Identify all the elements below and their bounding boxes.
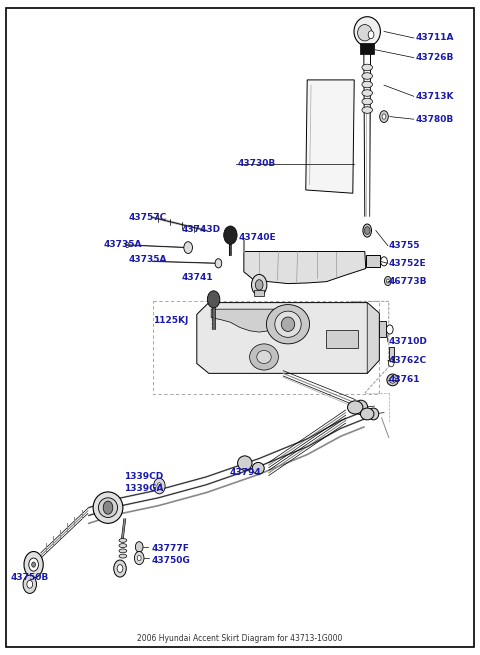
Ellipse shape — [362, 98, 372, 105]
Bar — [366, 255, 380, 267]
Text: 43710D: 43710D — [389, 337, 428, 346]
Ellipse shape — [358, 24, 372, 41]
Ellipse shape — [238, 456, 252, 470]
Circle shape — [215, 259, 222, 268]
Circle shape — [380, 111, 388, 122]
Ellipse shape — [281, 317, 295, 331]
Ellipse shape — [387, 374, 398, 386]
Circle shape — [137, 555, 141, 561]
Bar — [389, 347, 394, 362]
Text: 1339GA: 1339GA — [124, 484, 163, 493]
Text: 43794: 43794 — [229, 468, 261, 477]
Circle shape — [154, 478, 165, 494]
Circle shape — [386, 279, 389, 283]
Ellipse shape — [252, 462, 264, 474]
Bar — [326, 330, 358, 348]
Ellipse shape — [362, 64, 372, 71]
Polygon shape — [306, 80, 354, 193]
Text: 43757C: 43757C — [129, 213, 167, 222]
Ellipse shape — [362, 107, 372, 113]
Ellipse shape — [275, 311, 301, 337]
Text: 43730B: 43730B — [238, 159, 276, 168]
Text: 43780B: 43780B — [415, 115, 454, 124]
Circle shape — [157, 483, 162, 489]
Ellipse shape — [362, 73, 372, 79]
Circle shape — [255, 280, 263, 290]
Circle shape — [135, 542, 143, 552]
Circle shape — [364, 227, 370, 234]
Text: 1125KJ: 1125KJ — [153, 316, 188, 326]
Circle shape — [386, 325, 393, 334]
Text: 46773B: 46773B — [389, 277, 427, 286]
Text: 43735A: 43735A — [129, 255, 167, 264]
Circle shape — [252, 274, 267, 295]
Text: 43750G: 43750G — [151, 556, 190, 565]
Ellipse shape — [119, 538, 127, 542]
Ellipse shape — [266, 305, 310, 344]
Text: 43755: 43755 — [389, 241, 420, 250]
Circle shape — [29, 558, 38, 571]
Text: 43743D: 43743D — [181, 225, 221, 234]
Ellipse shape — [390, 377, 396, 383]
Circle shape — [368, 31, 374, 39]
Circle shape — [384, 276, 391, 286]
Text: 43777F: 43777F — [151, 544, 189, 553]
Circle shape — [27, 580, 33, 588]
Text: 43762C: 43762C — [389, 356, 427, 365]
Circle shape — [184, 242, 192, 253]
Bar — [379, 321, 386, 337]
Ellipse shape — [362, 81, 372, 88]
Circle shape — [23, 575, 36, 593]
Text: 43713K: 43713K — [415, 92, 454, 101]
Text: 43735A: 43735A — [103, 240, 142, 249]
Text: 2006 Hyundai Accent Skirt Diagram for 43713-1G000: 2006 Hyundai Accent Skirt Diagram for 43… — [137, 634, 343, 643]
Ellipse shape — [119, 554, 127, 558]
Text: 43752E: 43752E — [389, 259, 426, 268]
Circle shape — [382, 114, 386, 119]
Text: 43741: 43741 — [181, 272, 213, 282]
Ellipse shape — [354, 17, 380, 46]
Text: 43761: 43761 — [389, 375, 420, 384]
Text: 1339CD: 1339CD — [124, 472, 163, 481]
Text: 43711A: 43711A — [415, 33, 454, 43]
Circle shape — [134, 552, 144, 565]
Ellipse shape — [368, 408, 379, 420]
Polygon shape — [244, 252, 366, 284]
Circle shape — [32, 562, 36, 567]
Circle shape — [381, 257, 387, 266]
Circle shape — [117, 565, 123, 572]
Circle shape — [388, 359, 394, 367]
Circle shape — [207, 291, 220, 308]
Circle shape — [103, 501, 113, 514]
Ellipse shape — [250, 344, 278, 370]
Ellipse shape — [119, 549, 127, 553]
Bar — [254, 290, 264, 296]
Bar — [360, 43, 374, 54]
Polygon shape — [197, 303, 379, 373]
Ellipse shape — [98, 498, 118, 517]
Circle shape — [224, 226, 237, 244]
Circle shape — [24, 552, 43, 578]
Ellipse shape — [360, 408, 374, 420]
Polygon shape — [367, 303, 379, 373]
Ellipse shape — [93, 492, 123, 523]
Text: 43740E: 43740E — [239, 233, 276, 242]
Ellipse shape — [348, 401, 363, 414]
Ellipse shape — [363, 224, 372, 237]
Polygon shape — [211, 309, 288, 332]
Ellipse shape — [354, 400, 368, 415]
Text: 43750B: 43750B — [11, 573, 49, 582]
Text: 43726B: 43726B — [415, 53, 454, 62]
Ellipse shape — [119, 544, 127, 548]
Ellipse shape — [257, 350, 271, 364]
Circle shape — [114, 560, 126, 577]
Ellipse shape — [362, 90, 372, 96]
